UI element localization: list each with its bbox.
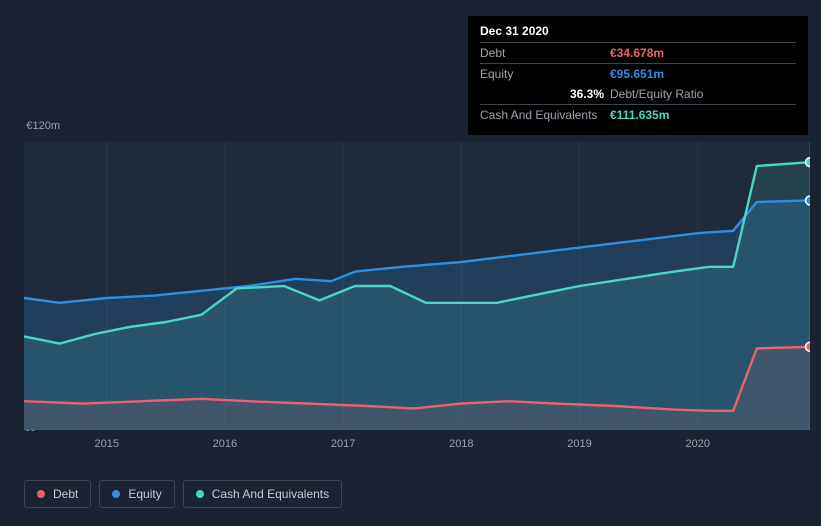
legend-dot-icon bbox=[112, 490, 120, 498]
legend-label: Equity bbox=[128, 487, 161, 501]
tooltip-value: €95.651m bbox=[610, 67, 664, 81]
legend-dot-icon bbox=[196, 490, 204, 498]
chart-plot[interactable] bbox=[24, 142, 810, 430]
tooltip-label: Debt bbox=[480, 46, 610, 60]
x-axis-tick: 2020 bbox=[685, 438, 709, 450]
tooltip-row-equity: Equity €95.651m bbox=[480, 63, 796, 84]
legend-item-cash[interactable]: Cash And Equivalents bbox=[183, 480, 342, 508]
tooltip-label: Equity bbox=[480, 67, 610, 81]
tooltip-date: Dec 31 2020 bbox=[480, 24, 796, 42]
legend-dot-icon bbox=[37, 490, 45, 498]
chart-legend: Debt Equity Cash And Equivalents bbox=[24, 480, 342, 508]
x-axis: 2015 2016 2017 2018 2019 2020 bbox=[24, 438, 810, 458]
x-axis-tick: 2019 bbox=[567, 438, 591, 450]
x-axis-tick: 2017 bbox=[331, 438, 355, 450]
legend-label: Debt bbox=[53, 487, 78, 501]
legend-item-debt[interactable]: Debt bbox=[24, 480, 91, 508]
tooltip-row-debt: Debt €34.678m bbox=[480, 42, 796, 63]
tooltip-value: €34.678m bbox=[610, 46, 664, 60]
chart-container: €120m €0 201520162017201820192020 bbox=[0, 120, 821, 450]
tooltip-ratio-label: Debt/Equity Ratio bbox=[610, 87, 703, 101]
x-axis-tick: 2018 bbox=[449, 438, 473, 450]
chart-tooltip: Dec 31 2020 Debt €34.678m Equity €95.651… bbox=[468, 16, 808, 135]
x-axis-tick: 2015 bbox=[94, 438, 118, 450]
tooltip-ratio: 36.3% Debt/Equity Ratio bbox=[480, 84, 796, 104]
tooltip-ratio-pct: 36.3% bbox=[480, 87, 610, 101]
legend-item-equity[interactable]: Equity bbox=[99, 480, 174, 508]
legend-label: Cash And Equivalents bbox=[212, 487, 329, 501]
x-axis-tick: 2016 bbox=[213, 438, 237, 450]
y-axis-label-top: €120m bbox=[0, 120, 60, 132]
